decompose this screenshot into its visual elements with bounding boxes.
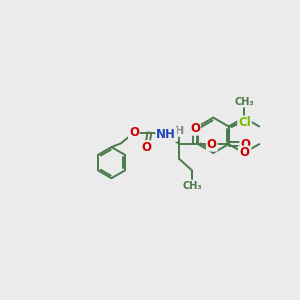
Text: NH: NH xyxy=(156,128,176,141)
Text: O: O xyxy=(190,122,200,135)
Text: O: O xyxy=(207,138,217,151)
Text: O: O xyxy=(142,141,152,154)
Text: CH₃: CH₃ xyxy=(182,181,202,190)
Text: O: O xyxy=(129,126,139,139)
Text: O: O xyxy=(239,146,249,159)
Text: H: H xyxy=(175,126,184,136)
Text: CH₃: CH₃ xyxy=(234,97,254,107)
Text: Cl: Cl xyxy=(238,116,251,129)
Text: O: O xyxy=(240,138,250,151)
